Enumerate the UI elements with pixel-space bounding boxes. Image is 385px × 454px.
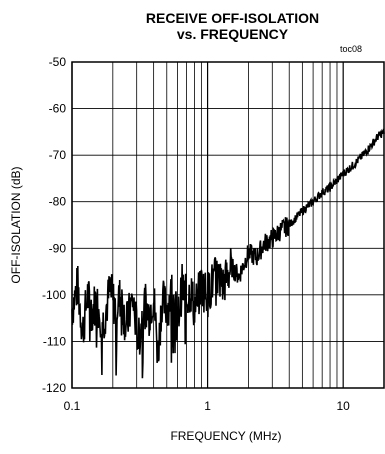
x-tick-label: 10	[337, 399, 351, 413]
y-tick-label: -100	[42, 288, 66, 302]
x-axis-label: FREQUENCY (MHz)	[170, 429, 281, 443]
x-tick-label: 1	[204, 399, 211, 413]
y-tick-label: -70	[49, 148, 67, 162]
y-tick-label: -80	[49, 195, 67, 209]
y-tick-label: -50	[49, 55, 67, 69]
chart-subtitle: vs. FREQUENCY	[176, 26, 289, 42]
series-line	[71, 128, 385, 379]
y-tick-label: -110	[43, 334, 66, 348]
figure-ref: toc08	[340, 44, 363, 54]
y-tick-label: -60	[49, 102, 67, 116]
chart-title: RECEIVE OFF-ISOLATION	[145, 10, 320, 26]
x-tick-label: 0.1	[64, 399, 81, 413]
y-axis-label: OFF-ISOLATION (dB)	[9, 166, 23, 283]
y-tick-label: -120	[42, 381, 66, 395]
y-tick-label: -90	[49, 241, 67, 255]
